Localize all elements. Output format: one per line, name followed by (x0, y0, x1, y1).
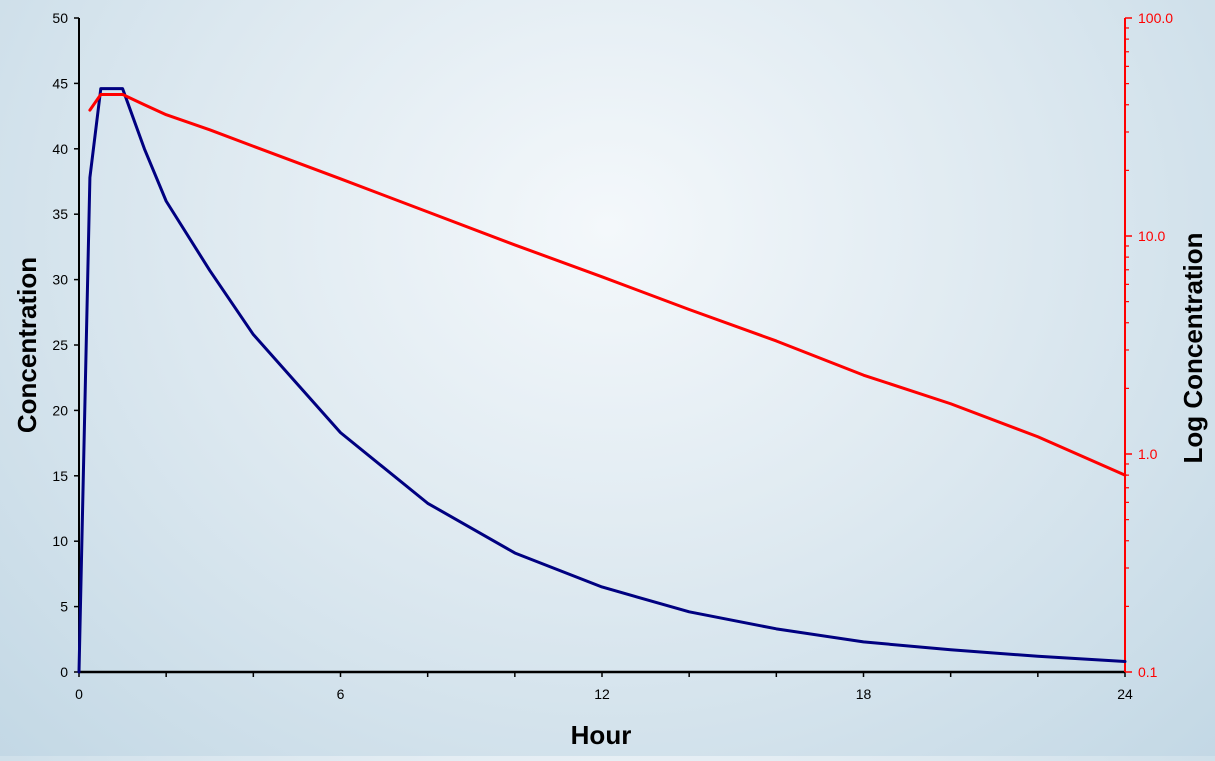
x-tick-label: 0 (75, 686, 83, 702)
x-tick-label: 12 (594, 686, 610, 702)
series-line-log-concentration (88, 92, 1127, 477)
y-tick-label: 25 (52, 337, 68, 353)
y-tick-label: 50 (52, 10, 68, 26)
y-tick-label: 5 (60, 599, 68, 615)
x-tick-label: 24 (1117, 686, 1133, 702)
y2-tick-label: 10.0 (1138, 228, 1165, 244)
x-tick-label: 18 (856, 686, 872, 702)
y2-axis-title: Log Concentration (1178, 232, 1208, 463)
x-tick-label: 6 (337, 686, 345, 702)
y2-tick-label: 100.0 (1138, 10, 1173, 26)
y-tick-label: 20 (52, 402, 68, 418)
y-tick-label: 40 (52, 141, 68, 157)
y2-tick-label: 0.1 (1138, 664, 1158, 680)
y-tick-label: 10 (52, 533, 68, 549)
y-tick-label: 45 (52, 75, 68, 91)
series-line-concentration (77, 87, 1127, 674)
y-axis-title: Concentration (12, 257, 42, 433)
y-tick-label: 0 (60, 664, 68, 680)
y-tick-label: 15 (52, 468, 68, 484)
y-tick-label: 35 (52, 206, 68, 222)
y2-tick-label: 1.0 (1138, 446, 1158, 462)
x-axis-title: Hour (571, 720, 632, 750)
y-tick-label: 30 (52, 272, 68, 288)
